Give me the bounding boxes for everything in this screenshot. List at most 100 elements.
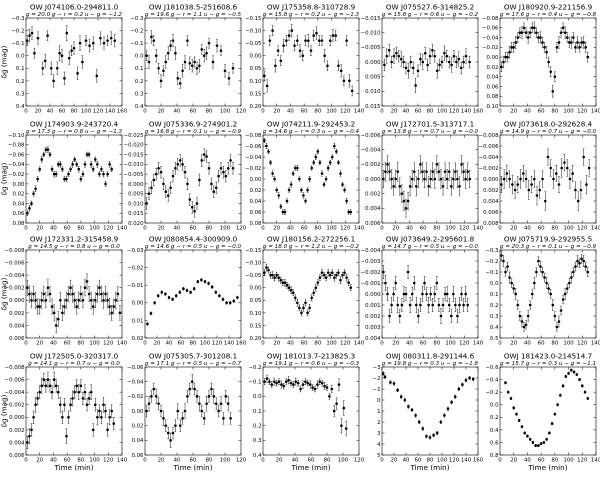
data-point <box>226 402 230 405</box>
y-tick-label: −0.15 <box>245 16 262 22</box>
data-point <box>229 159 232 162</box>
x-tick-label: 60 <box>420 341 427 347</box>
x-tick-label: 60 <box>190 226 197 232</box>
data-point <box>316 150 320 153</box>
x-tick-label: 80 <box>551 458 558 464</box>
data-point <box>310 296 313 300</box>
data-point <box>85 280 89 283</box>
x-tick-label: 100 <box>326 341 337 347</box>
data-point <box>504 55 507 59</box>
data-point <box>99 36 102 40</box>
data-point <box>104 182 107 186</box>
y-tick-label: 0.1 <box>135 66 144 72</box>
x-tick-label: 120 <box>577 458 588 464</box>
data-point <box>112 422 116 425</box>
data-point <box>48 384 52 388</box>
data-point <box>221 297 225 301</box>
data-point <box>539 265 542 268</box>
y-tick-label: −0.02 <box>8 172 25 178</box>
data-point <box>26 441 29 444</box>
y-tick-label: 0.3 <box>253 438 262 444</box>
data-point <box>500 183 503 186</box>
data-point <box>435 69 439 73</box>
x-tick-label: 20 <box>276 458 283 464</box>
data-point <box>190 64 194 68</box>
data-point <box>188 61 192 65</box>
data-point <box>547 287 550 290</box>
data-point <box>500 254 503 257</box>
x-tick-label: 20 <box>392 341 399 347</box>
data-point <box>468 376 471 380</box>
x-tick-label: 140 <box>473 226 484 232</box>
x-tick-label: 100 <box>437 458 448 464</box>
data-point <box>162 69 165 73</box>
data-point <box>196 280 200 283</box>
panel-15: OW J075719.9-292955.5g = 20.3 g − r = 0.… <box>485 235 600 347</box>
panel-subtitle: g = 19.6 g − r = 1.1 u − g = −0.5 <box>145 12 242 18</box>
data-point <box>328 273 332 277</box>
data-point <box>322 273 326 277</box>
y-tick-label: 0.1 <box>16 66 25 72</box>
data-point <box>174 424 177 427</box>
data-point <box>565 166 569 170</box>
data-point <box>181 69 184 73</box>
data-point <box>287 188 291 192</box>
x-tick-label: 100 <box>563 226 574 232</box>
data-point <box>91 167 95 171</box>
data-point <box>40 384 44 388</box>
x-tick-label: 80 <box>551 109 558 115</box>
x-tick-label: 120 <box>340 341 351 347</box>
y-tick-label: −0.1 <box>11 41 24 47</box>
data-point <box>314 286 318 290</box>
x-tick-label: 40 <box>50 341 57 347</box>
data-point <box>96 163 99 166</box>
data-point <box>210 387 213 391</box>
data-point <box>567 371 570 375</box>
data-point <box>186 182 189 186</box>
data-point <box>543 276 546 279</box>
data-point <box>283 281 287 284</box>
data-point <box>460 163 463 166</box>
x-tick-label: 100 <box>81 109 92 115</box>
data-point <box>290 29 294 32</box>
data-point <box>93 158 97 161</box>
data-point <box>54 384 58 388</box>
data-point <box>416 69 420 73</box>
y-tick-label: −0.015 <box>124 152 144 158</box>
data-point <box>583 390 587 394</box>
data-point <box>510 281 513 285</box>
data-point <box>580 41 583 44</box>
data-point <box>301 54 305 58</box>
data-point <box>410 292 414 296</box>
x-tick-label: 80 <box>190 341 197 347</box>
data-point <box>578 378 581 381</box>
data-point <box>36 305 39 308</box>
data-point <box>88 44 91 47</box>
data-point <box>75 384 79 388</box>
x-tick-label: 140 <box>117 226 128 232</box>
x-tick-label: 60 <box>415 458 422 464</box>
x-tick-label: 20 <box>510 458 517 464</box>
y-tick-label: 0.00 <box>249 54 262 60</box>
data-point <box>580 384 584 388</box>
data-point <box>67 292 70 296</box>
data-point <box>586 55 590 59</box>
panel-title: OW J075719.9-292955.5 <box>504 235 592 244</box>
data-point <box>325 386 329 389</box>
data-point <box>541 177 544 181</box>
data-point <box>417 177 420 181</box>
data-point <box>222 417 225 420</box>
panel-subtitle: g = 13.8 g − r = 0.7 u − g = −0.0 <box>382 129 479 135</box>
data-point <box>304 301 307 305</box>
data-point <box>178 82 182 85</box>
data-point <box>443 51 446 55</box>
data-point <box>166 51 170 55</box>
data-point <box>157 402 160 405</box>
x-tick-label: 40 <box>50 458 57 464</box>
x-tick-label: 120 <box>449 109 460 115</box>
panel-20: OWJ 181423.0-214514.7g = 15.7 g − r = 0.… <box>485 352 600 473</box>
data-point <box>417 314 420 318</box>
data-point <box>58 163 62 166</box>
data-point <box>570 368 573 372</box>
data-point <box>30 202 33 205</box>
